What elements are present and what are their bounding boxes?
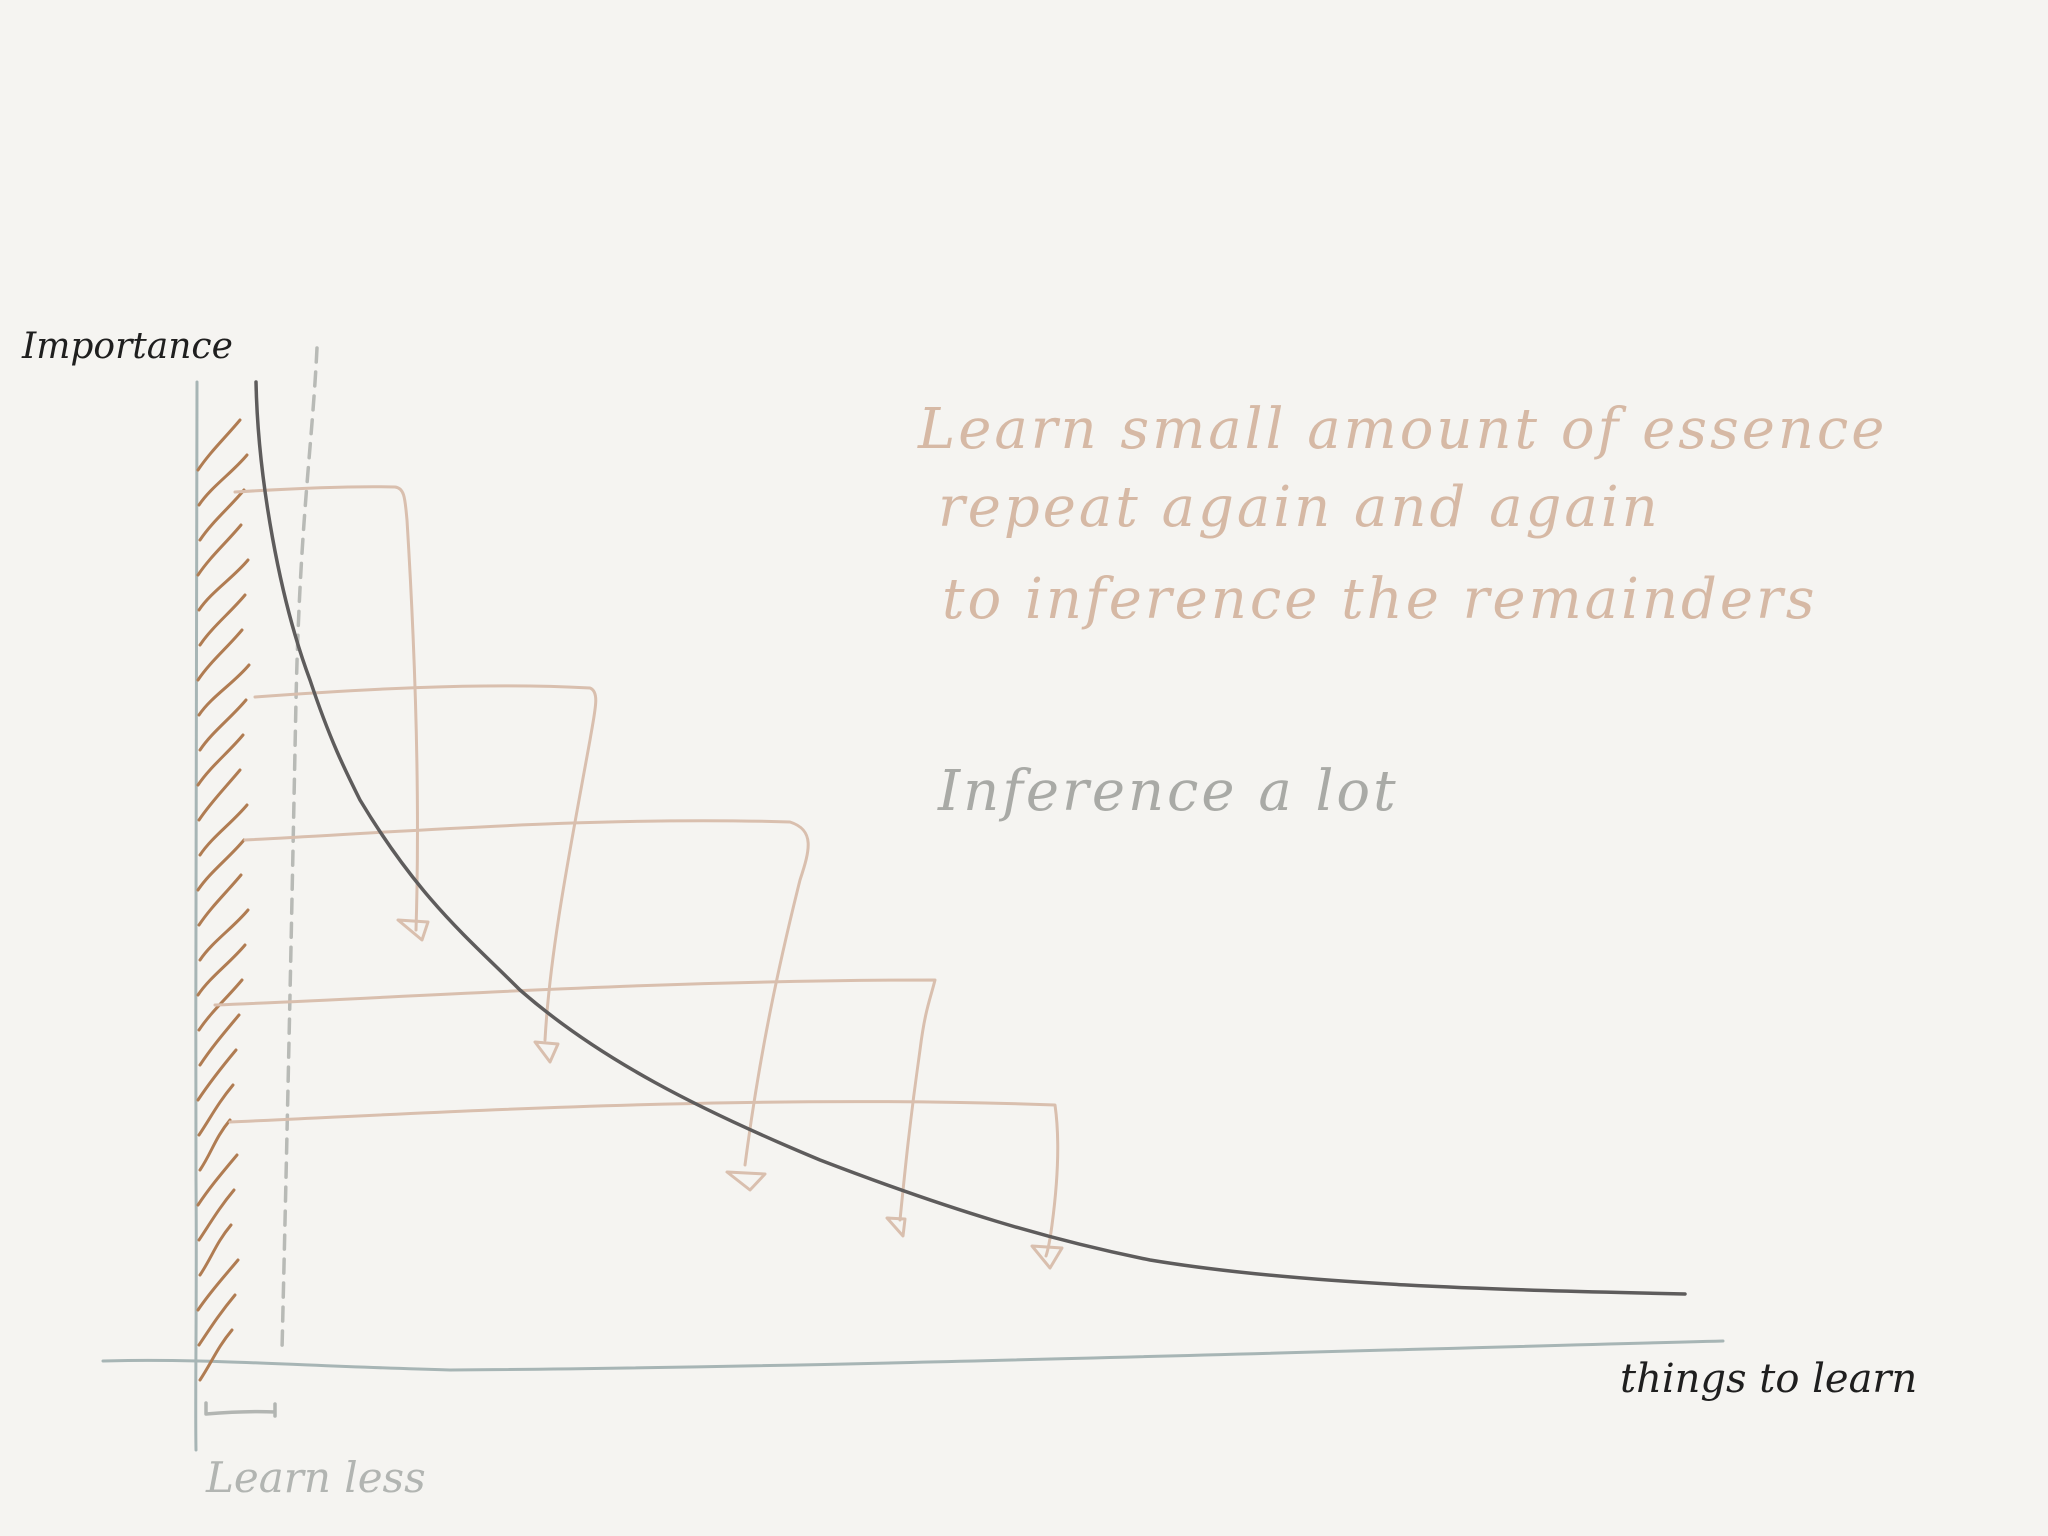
arrowhead-4 xyxy=(885,1216,907,1238)
arrowhead-2 xyxy=(533,1040,560,1064)
dashed-boundary-line xyxy=(280,346,319,1352)
arrow-3 xyxy=(243,819,810,1167)
note-inference: Inference a lot xyxy=(937,759,1399,824)
x-axis-line xyxy=(101,1339,1725,1372)
importance-curve xyxy=(254,380,1687,1296)
arrow-1 xyxy=(233,485,419,932)
note-line-3: to inference the remainders xyxy=(942,567,1818,632)
hatch-stroke xyxy=(197,558,250,612)
hatch-stroke xyxy=(198,1328,234,1382)
hatch-stroke xyxy=(198,1118,232,1172)
arrowhead-5 xyxy=(1030,1244,1064,1270)
learn-less-bracket xyxy=(204,1401,277,1418)
hatch-stroke xyxy=(196,628,244,682)
arrow-5 xyxy=(228,1100,1060,1258)
y-axis-line xyxy=(194,380,199,1452)
hatch-stroke xyxy=(198,698,248,752)
hatch-stroke xyxy=(196,1258,240,1312)
hatch-stroke xyxy=(197,663,251,717)
hatch-stroke xyxy=(197,1083,235,1137)
hatch-stroke xyxy=(197,768,242,822)
inference-arrows xyxy=(213,485,1064,1270)
hatch-stroke xyxy=(196,1153,239,1207)
hatch-stroke xyxy=(196,733,245,787)
hatch-stroke xyxy=(197,1293,237,1347)
hatch-stroke xyxy=(198,593,247,647)
hatch-stroke xyxy=(197,453,249,507)
note-line-2: repeat again and again xyxy=(938,475,1661,540)
hatch-stroke xyxy=(196,838,246,892)
axes xyxy=(101,380,1725,1452)
arrow-2 xyxy=(253,684,598,1042)
x-axis-label: things to learn xyxy=(1620,1356,1917,1402)
hatch-stroke xyxy=(198,908,250,962)
hatch-stroke xyxy=(197,873,243,927)
hatch-stroke xyxy=(196,1048,238,1102)
arrowhead-3 xyxy=(725,1170,767,1192)
learn-less-label: Learn less xyxy=(205,1453,426,1502)
hatch-stroke xyxy=(198,803,249,857)
arrowhead-1 xyxy=(396,918,430,942)
arrow-4 xyxy=(213,978,937,1222)
hatch-stroke xyxy=(196,418,242,472)
hatch-stroke xyxy=(196,523,243,577)
note-line-1: Learn small amount of essence xyxy=(917,397,1887,462)
hatch-stroke xyxy=(198,488,246,542)
hatch-stroke xyxy=(197,1188,236,1242)
hatch-stroke xyxy=(198,1013,241,1067)
y-axis-label: Importance xyxy=(21,326,233,367)
hatch-region xyxy=(196,418,251,1382)
hatch-stroke xyxy=(198,1223,233,1277)
hatch-stroke xyxy=(196,943,247,997)
